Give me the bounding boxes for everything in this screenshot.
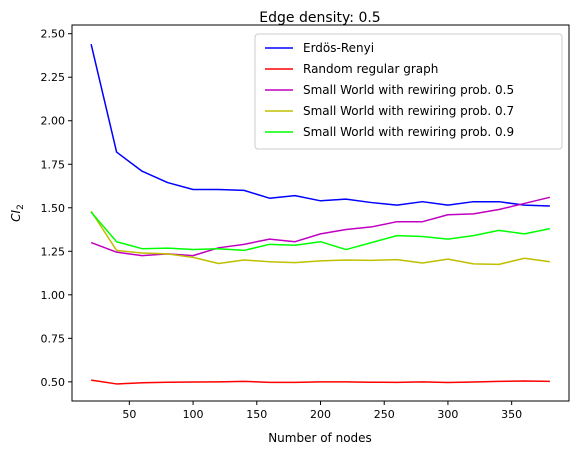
legend-item: Erdös-Renyi (265, 41, 374, 55)
y-axis-label-subscript: 2 (16, 204, 26, 210)
legend-item: Random regular graph (265, 62, 438, 76)
x-tick-label: 300 (437, 408, 458, 421)
x-tick-label: 150 (246, 408, 267, 421)
x-tick-label: 100 (183, 408, 204, 421)
series-line-erd-s-renyi (90, 43, 550, 207)
legend-label: Small World with rewiring prob. 0.7 (303, 104, 514, 118)
legend-frame (254, 33, 563, 150)
series-line-small-world-with-rewiring-prob-0-7 (90, 210, 550, 266)
x-tick-label: 200 (310, 408, 331, 421)
series-line-random-regular-graph (91, 379, 550, 385)
x-axis: 50 100 150 200 250 300 350 (122, 401, 522, 421)
y-tick-label: 2.25 (41, 71, 66, 84)
legend-label: Random regular graph (303, 62, 438, 76)
y-tick-label: 1.25 (41, 245, 66, 258)
y-axis-label-main: CI (9, 209, 23, 221)
y-tick-label: 0.75 (41, 332, 66, 345)
legend-item: Small World with rewiring prob. 0.5 (265, 83, 514, 97)
legend: Erdös-Renyi Random regular graph Small Wor… (254, 33, 563, 150)
y-tick-label: 1.50 (41, 202, 66, 215)
legend-label: Erdös-Renyi (303, 41, 374, 55)
legend-item: Small World with rewiring prob. 0.7 (265, 104, 514, 118)
x-axis-label: Number of nodes (268, 431, 372, 445)
legend-item: Small World with rewiring prob. 0.9 (265, 125, 514, 139)
y-tick-label: 2.50 (41, 28, 66, 41)
legend-label: Small World with rewiring prob. 0.9 (303, 125, 514, 139)
x-tick-label: 250 (374, 408, 395, 421)
x-tick-label: 50 (122, 408, 136, 421)
series-line-small-world-with-rewiring-prob-0-9 (90, 211, 551, 252)
x-tick-label: 350 (501, 408, 522, 421)
y-axis: 0.50 0.75 1.00 1.25 1.50 1.75 2.00 2.25 2.50 (41, 28, 72, 389)
y-tick-label: 1.00 (41, 289, 66, 302)
y-axis-label: CI2 (9, 204, 26, 222)
y-tick-label: 0.50 (41, 376, 66, 389)
legend-label: Small World with rewiring prob. 0.5 (303, 83, 514, 97)
y-tick-label: 1.75 (41, 158, 66, 171)
chart-title: Edge density: 0.5 (259, 10, 380, 26)
series-layer (90, 43, 551, 385)
series-line-small-world-with-rewiring-prob-0-5 (90, 196, 551, 257)
y-tick-label: 2.00 (41, 115, 66, 128)
